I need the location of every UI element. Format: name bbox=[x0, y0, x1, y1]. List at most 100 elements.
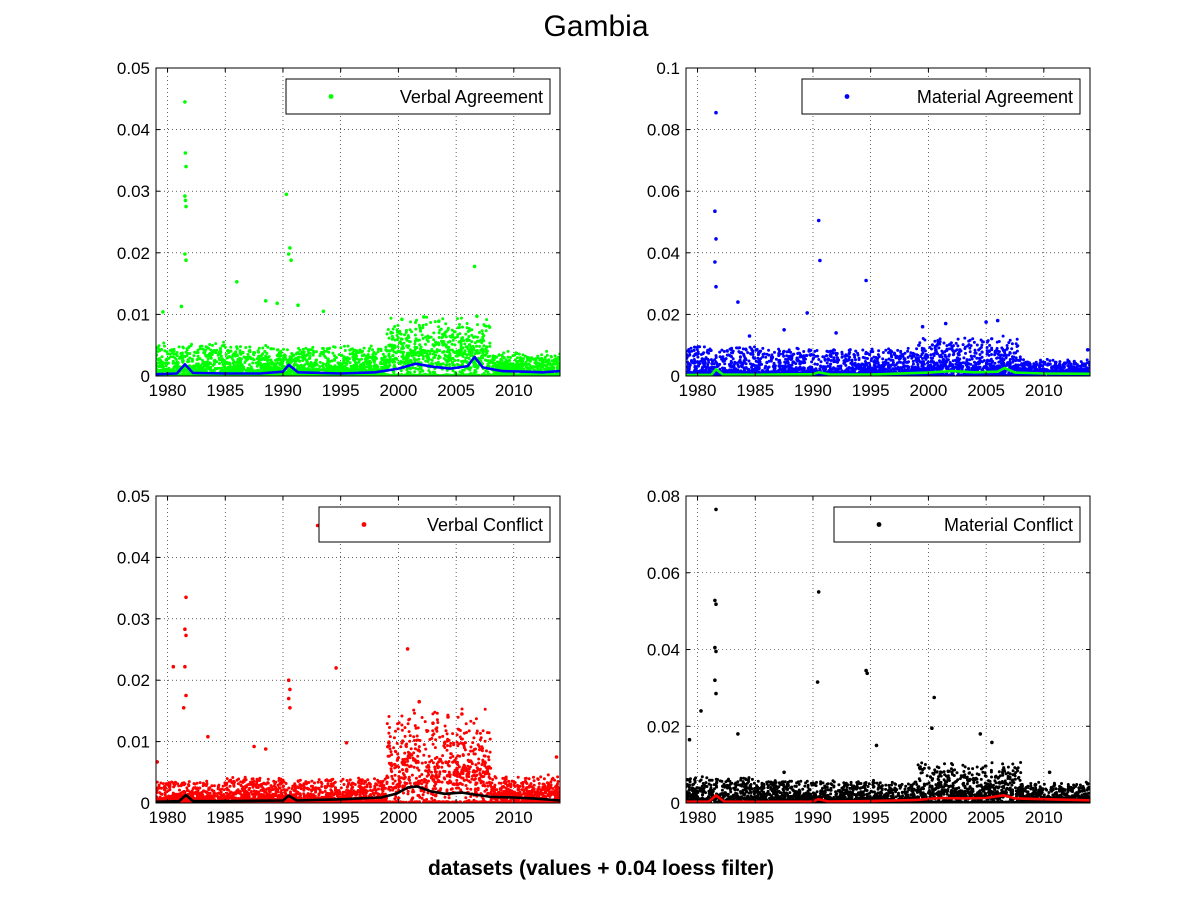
scatter-point bbox=[513, 367, 516, 370]
scatter-point bbox=[402, 352, 405, 355]
scatter-point bbox=[470, 353, 473, 356]
scatter-point bbox=[513, 364, 516, 367]
scatter-point bbox=[436, 348, 439, 351]
scatter-point bbox=[466, 326, 469, 329]
scatter-point bbox=[264, 355, 267, 358]
scatter-point bbox=[182, 346, 185, 349]
scatter-point bbox=[861, 349, 864, 352]
scatter-point bbox=[369, 361, 372, 364]
scatter-point bbox=[844, 364, 847, 367]
scatter-point bbox=[413, 370, 416, 373]
scatter-point bbox=[841, 356, 844, 359]
scatter-point bbox=[501, 359, 504, 362]
scatter-point bbox=[518, 365, 521, 368]
scatter-point bbox=[882, 351, 885, 354]
scatter-point bbox=[434, 354, 437, 357]
scatter-point bbox=[871, 350, 874, 353]
scatter-point bbox=[429, 321, 432, 324]
scatter-point bbox=[995, 357, 998, 360]
scatter-point bbox=[974, 349, 977, 352]
scatter-point bbox=[913, 353, 916, 356]
scatter-point bbox=[829, 363, 832, 366]
scatter-point bbox=[384, 346, 387, 349]
scatter-point bbox=[458, 323, 461, 326]
scatter-point bbox=[730, 355, 733, 358]
scatter-point bbox=[370, 345, 373, 348]
scatter-point bbox=[208, 343, 211, 346]
scatter-point bbox=[190, 344, 193, 347]
scatter-point bbox=[467, 347, 470, 350]
scatter-point bbox=[774, 367, 777, 370]
scatter-point bbox=[860, 371, 863, 374]
scatter-point bbox=[410, 359, 413, 362]
scatter-point bbox=[790, 357, 793, 360]
scatter-point bbox=[986, 359, 989, 362]
scatter-point bbox=[312, 366, 315, 369]
scatter-point bbox=[796, 347, 799, 350]
scatter-point bbox=[898, 369, 901, 372]
scatter-point bbox=[816, 363, 819, 366]
scatter-point bbox=[742, 347, 745, 350]
scatter-point bbox=[253, 358, 256, 361]
scatter-point bbox=[387, 328, 390, 331]
scatter-point bbox=[201, 369, 204, 372]
scatter-point bbox=[537, 363, 540, 366]
scatter-point bbox=[475, 345, 478, 348]
scatter-point bbox=[375, 366, 378, 369]
scatter-point bbox=[803, 360, 806, 363]
subplot: 1980 1985 1990 1995 2000 2005 201000.010.020.0… bbox=[117, 59, 562, 400]
scatter-point bbox=[798, 352, 801, 355]
scatter-point bbox=[820, 360, 823, 363]
scatter-point bbox=[257, 349, 260, 352]
scatter-point bbox=[903, 358, 906, 361]
scatter-point bbox=[694, 365, 697, 368]
scatter-point bbox=[748, 360, 751, 363]
scatter-point bbox=[339, 346, 342, 349]
scatter-point bbox=[805, 369, 808, 372]
scatter-point bbox=[198, 366, 201, 369]
scatter-point bbox=[388, 365, 391, 368]
scatter-point bbox=[723, 370, 726, 373]
scatter-point bbox=[280, 354, 283, 357]
scatter-point bbox=[782, 355, 785, 358]
scatter-point bbox=[441, 317, 444, 320]
scatter-point bbox=[725, 357, 728, 360]
scatter-point bbox=[207, 347, 210, 350]
scatter-point bbox=[440, 328, 443, 331]
scatter-point bbox=[353, 349, 356, 352]
scatter-point bbox=[391, 338, 394, 341]
scatter-point bbox=[339, 367, 342, 370]
scatter-point bbox=[791, 370, 794, 373]
scatter-point bbox=[347, 345, 350, 348]
scatter-point bbox=[197, 362, 200, 365]
x-tick-label: 1990 bbox=[264, 381, 302, 400]
scatter-point bbox=[825, 350, 828, 353]
scatter-point bbox=[446, 361, 449, 364]
scatter-point bbox=[827, 357, 830, 360]
scatter-point bbox=[461, 326, 464, 329]
scatter-point bbox=[296, 303, 300, 307]
y-tick-label: 0.03 bbox=[117, 182, 150, 201]
scatter-point bbox=[912, 360, 915, 363]
scatter-point bbox=[507, 350, 510, 353]
scatter-point bbox=[1011, 342, 1014, 345]
scatter-point bbox=[186, 349, 189, 352]
scatter-point bbox=[418, 343, 421, 346]
scatter-point bbox=[897, 361, 900, 364]
scatter-point bbox=[779, 361, 782, 364]
scatter-point bbox=[238, 361, 241, 364]
scatter-point bbox=[457, 341, 460, 344]
scatter-point bbox=[276, 367, 279, 370]
scatter-point bbox=[273, 364, 276, 367]
scatter-point bbox=[348, 349, 351, 352]
scatter-point bbox=[346, 356, 349, 359]
scatter-point bbox=[487, 371, 490, 374]
scatter-point bbox=[327, 347, 330, 350]
scatter-point bbox=[158, 365, 161, 368]
scatter-point bbox=[255, 362, 258, 365]
scatter-point bbox=[1006, 344, 1009, 347]
scatter-point bbox=[386, 333, 389, 336]
scatter-point bbox=[284, 358, 287, 361]
scatter-point bbox=[737, 347, 740, 350]
